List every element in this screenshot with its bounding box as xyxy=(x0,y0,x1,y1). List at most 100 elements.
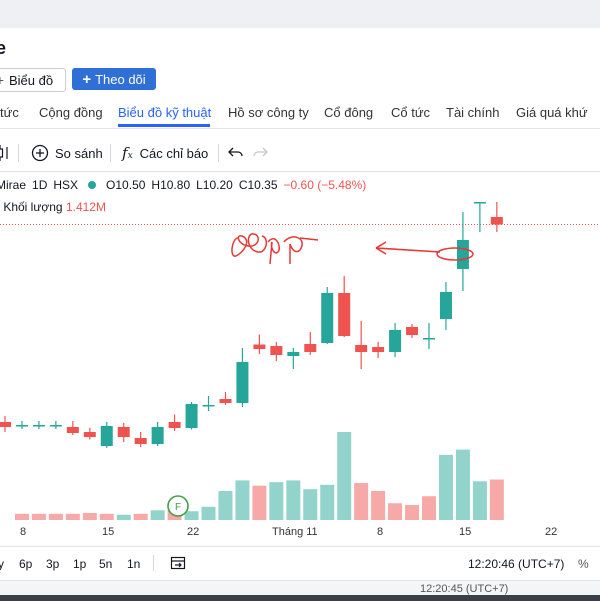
volume-value: 1.412M xyxy=(65,200,106,214)
chart-button[interactable]: + Biểu đồ xyxy=(0,68,66,92)
taskbar xyxy=(0,595,600,601)
candlestick xyxy=(304,332,317,355)
volume-bar xyxy=(14,513,29,520)
candlestick xyxy=(253,334,266,354)
volume-bar xyxy=(82,512,97,520)
tab-price-history[interactable]: Giá quá khứ xyxy=(516,105,588,120)
follow-button[interactable]: + Theo dõi xyxy=(72,68,156,90)
candlestick xyxy=(236,348,249,407)
range-button[interactable]: 3p xyxy=(46,557,60,571)
candlestick xyxy=(32,421,45,429)
toolbar-separator xyxy=(153,555,154,571)
x-tick-label: 15 xyxy=(459,526,472,538)
volume-bar xyxy=(303,489,318,520)
divider xyxy=(0,171,600,172)
indicators-button[interactable]: fx Các chỉ báo xyxy=(122,142,208,164)
volume-bar xyxy=(354,483,369,520)
candlestick xyxy=(66,421,79,435)
market-status-dot xyxy=(88,181,97,189)
tab-financials[interactable]: Tài chính xyxy=(446,105,500,120)
price-chart[interactable]: F xyxy=(0,172,600,522)
candlestick xyxy=(439,282,452,330)
tab-shareholders[interactable]: Cổ đông xyxy=(324,105,374,120)
range-button[interactable]: 6p xyxy=(19,557,33,571)
candlestick xyxy=(100,422,113,448)
candlestick xyxy=(15,421,28,429)
candlestick xyxy=(202,396,215,411)
volume-bar xyxy=(218,490,233,520)
follow-button-label: Theo dõi xyxy=(95,71,146,87)
candlestick xyxy=(270,342,283,361)
volume-bar xyxy=(286,480,301,520)
tab-dividends[interactable]: Cổ tức xyxy=(391,105,431,120)
candlestick xyxy=(49,421,62,429)
undo-button[interactable] xyxy=(228,142,244,164)
tab-technical-chart[interactable]: Biểu đồ kỹ thuật xyxy=(118,105,212,120)
compare-button[interactable]: So sánh xyxy=(31,142,103,164)
range-button[interactable]: y xyxy=(0,557,4,571)
range-button[interactable]: 1p xyxy=(73,557,87,571)
handwritten-annotation xyxy=(231,233,474,265)
page-title: e xyxy=(0,38,7,58)
exchange-label: HSX xyxy=(53,178,79,192)
volume-bar xyxy=(455,449,470,520)
volume-bar xyxy=(65,513,80,520)
volume-bar xyxy=(133,513,148,520)
volume-legend: - Khối lượng 1.412M xyxy=(0,200,106,214)
x-tick-label: 15 xyxy=(102,526,115,538)
candlestick xyxy=(338,276,351,337)
candle-type-icon[interactable] xyxy=(0,142,10,164)
signal-marker[interactable]: F xyxy=(167,495,189,517)
percent-toggle[interactable]: % xyxy=(578,557,589,571)
toolbar-separator xyxy=(18,144,19,162)
volume-bar xyxy=(337,432,352,520)
interval-label[interactable]: 1D xyxy=(32,178,48,192)
plus-icon: + xyxy=(82,70,92,88)
open-value: O10.50 xyxy=(106,178,146,192)
volume-bar xyxy=(320,484,335,520)
volume-bar xyxy=(201,506,216,520)
candlestick xyxy=(117,423,130,442)
candlestick xyxy=(321,287,334,344)
compare-label: So sánh xyxy=(55,145,103,161)
footer-strip: 12:20:45 (UTC+7) xyxy=(0,580,600,601)
divider xyxy=(0,128,600,129)
x-tick-label: Tháng 11 xyxy=(272,526,318,538)
candlestick xyxy=(0,416,11,432)
volume-bar xyxy=(99,513,114,520)
add-circle-icon xyxy=(31,144,49,162)
volume-bar xyxy=(252,485,267,520)
toolbar-separator xyxy=(110,144,111,162)
candlestick xyxy=(490,202,503,232)
tab-community[interactable]: Cộng đồng xyxy=(39,105,103,120)
signal-marker-label: F xyxy=(175,502,181,513)
volume-bar xyxy=(489,479,504,520)
candlestick xyxy=(185,402,198,430)
redo-button[interactable] xyxy=(252,142,268,164)
volume-bar xyxy=(438,454,453,520)
active-tab-indicator xyxy=(118,124,210,127)
range-button[interactable]: 1n xyxy=(127,557,141,571)
candlestick xyxy=(151,422,164,446)
volume-bar xyxy=(388,503,403,520)
volume-bar xyxy=(269,482,284,520)
volume-bar xyxy=(472,481,487,520)
close-value: C10.35 xyxy=(238,178,278,192)
candlestick xyxy=(287,348,300,369)
toolbar-separator xyxy=(218,144,219,162)
tab-company-profile[interactable]: Hồ sơ công ty xyxy=(228,105,309,120)
volume-bar xyxy=(31,513,46,520)
range-button[interactable]: 5n xyxy=(99,557,113,571)
volume-bar xyxy=(422,496,436,520)
tab-news[interactable]: tức xyxy=(0,105,19,120)
date-range-icon[interactable] xyxy=(170,555,186,574)
candlestick xyxy=(423,323,435,349)
volume-bar xyxy=(235,480,250,520)
symbol-name: Mirae xyxy=(0,178,27,192)
footer-clock: 12:20:45 (UTC+7) xyxy=(420,583,509,595)
volume-label: - Khối lượng xyxy=(0,200,63,214)
redo-icon xyxy=(253,147,268,157)
change-value: −0.60 (−5.48%) xyxy=(283,178,367,192)
candlestick xyxy=(372,342,385,358)
indicators-label: Các chỉ báo xyxy=(139,145,209,161)
